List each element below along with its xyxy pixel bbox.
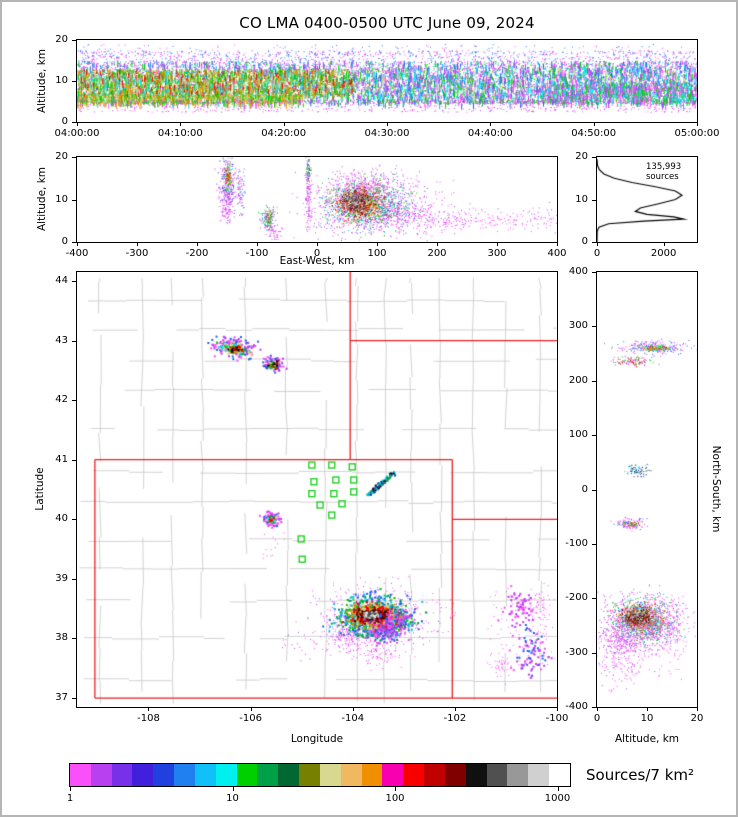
figure-title: CO LMA 0400-0500 UTC June 09, 2024 xyxy=(239,14,535,32)
ns-panel-ylabel: North-South, km xyxy=(710,445,722,533)
colorbar-tick-mark xyxy=(557,787,559,791)
colorbar-segment xyxy=(319,764,341,786)
x-tick-label: -100 xyxy=(545,713,569,724)
plan-view-map-panel xyxy=(76,271,558,708)
x-tick-label: 400 xyxy=(547,248,567,259)
colorbar-label: Sources/7 km² xyxy=(586,766,695,784)
colorbar-segment xyxy=(111,764,133,786)
x-tick-label: 04:00:00 xyxy=(54,128,100,139)
map-xlabel: Longitude xyxy=(290,733,344,745)
colorbar-segment xyxy=(444,764,466,786)
x-tick-label: -100 xyxy=(245,248,269,259)
x-tick-label: 04:50:00 xyxy=(571,128,617,139)
y-tick-label: 0 xyxy=(61,236,68,247)
colorbar-tick-mark xyxy=(232,787,234,791)
ew-panel-ylabel: Altitude, km xyxy=(36,166,48,232)
colorbar-tick-mark xyxy=(395,787,396,791)
x-tick-label: -300 xyxy=(125,248,149,259)
north-south-altitude-panel xyxy=(596,271,698,708)
colorbar-segment xyxy=(90,764,112,786)
x-tick-label: 04:30:00 xyxy=(364,128,410,139)
time-panel-ylabel: Altitude, km xyxy=(36,48,48,114)
colorbar-segment xyxy=(174,764,195,786)
y-tick-label: 20 xyxy=(55,34,68,45)
colorbar-segment xyxy=(465,764,487,786)
x-tick-label: -108 xyxy=(137,713,160,724)
y-tick-label: 43 xyxy=(55,334,68,346)
y-tick-label: 20 xyxy=(55,151,68,162)
x-tick-label: -104 xyxy=(341,713,365,724)
x-tick-label: 04:10:00 xyxy=(157,128,203,139)
x-tick-label: 10 xyxy=(640,713,654,724)
x-tick-label: 100 xyxy=(367,248,387,259)
y-tick-label: 39 xyxy=(55,572,68,584)
colorbar-segment xyxy=(361,764,383,786)
colorbar-segment xyxy=(340,764,362,786)
map-ylabel: Latitude xyxy=(34,467,46,511)
x-tick-label: 04:20:00 xyxy=(261,128,307,139)
colorbar-segment xyxy=(132,764,154,786)
colorbar-segment xyxy=(70,764,91,786)
x-tick-label: 04:40:00 xyxy=(467,128,513,139)
x-tick-label: -102 xyxy=(443,713,467,724)
y-tick-label: 40 xyxy=(55,513,68,525)
colorbar-segment xyxy=(278,764,300,786)
x-tick-label: 05:00:00 xyxy=(674,128,720,139)
y-tick-label: 44 xyxy=(55,274,68,286)
colorbar-segment xyxy=(236,764,258,786)
x-tick-label: 0 xyxy=(593,248,601,259)
colorbar-tick-label: 1000 xyxy=(544,793,571,804)
colorbar-segment xyxy=(424,764,445,786)
source-count-annotation: 135,993 sources xyxy=(646,162,682,182)
colorbar-segment xyxy=(194,764,216,786)
x-tick-label: 20 xyxy=(690,713,704,724)
colorbar-segment xyxy=(549,764,570,786)
time-height-panel xyxy=(76,39,698,123)
colorbar-segment xyxy=(486,764,508,786)
altitude-histogram-panel xyxy=(596,156,698,243)
colorbar-segment xyxy=(382,764,404,786)
x-tick-label: 2000 xyxy=(650,248,677,259)
y-tick-label: 0 xyxy=(61,116,68,127)
y-tick-label: 38 xyxy=(55,632,68,644)
ns-panel-xlabel: Altitude, km xyxy=(614,733,680,745)
colorbar-tick-label: 1 xyxy=(66,793,74,804)
x-tick-label: 300 xyxy=(487,248,507,259)
y-tick-label: 41 xyxy=(55,453,68,465)
x-tick-label: -400 xyxy=(65,248,89,259)
ew-panel-xlabel: East-West, km xyxy=(279,255,355,267)
y-tick-label: 37 xyxy=(55,692,68,704)
x-tick-label: -106 xyxy=(239,713,262,724)
colorbar-segment xyxy=(299,764,320,786)
colorbar-segment xyxy=(528,764,550,786)
colorbar-segment xyxy=(403,764,425,786)
x-tick-label: 0 xyxy=(593,713,601,724)
colorbar-segment xyxy=(257,764,279,786)
colorbar-segment xyxy=(215,764,237,786)
colorbar-tick-label: 10 xyxy=(226,793,239,804)
colorbar-tick-label: 100 xyxy=(385,793,405,804)
x-tick-label: 200 xyxy=(427,248,447,259)
east-west-altitude-panel xyxy=(76,156,558,243)
colorbar xyxy=(69,763,571,787)
colorbar-segment xyxy=(507,764,529,786)
colorbar-segment xyxy=(153,764,175,786)
y-tick-label: 42 xyxy=(55,394,68,406)
colorbar-tick-mark xyxy=(70,787,71,791)
x-tick-label: -200 xyxy=(185,248,209,259)
